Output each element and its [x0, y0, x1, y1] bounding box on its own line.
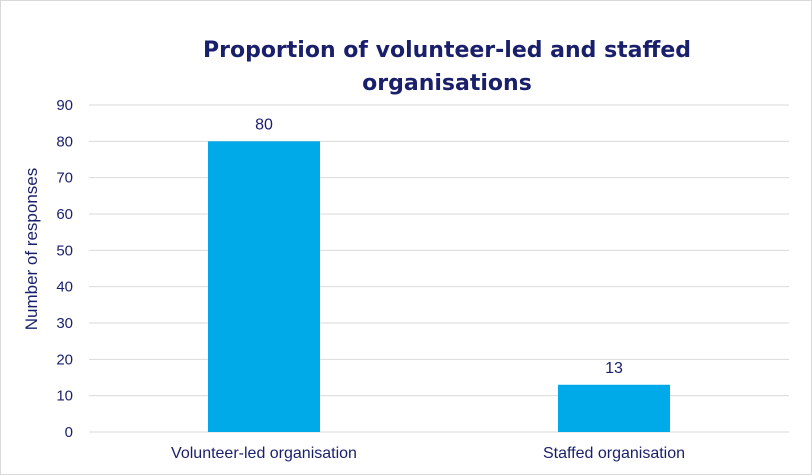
- chart-title-line-1: Proportion of volunteer-led and staffed: [203, 38, 691, 63]
- x-axis-categories: Volunteer-led organisation Staffed organi…: [171, 445, 685, 462]
- y-tick-label-90: 90: [56, 97, 73, 114]
- data-labels: 80 13: [255, 116, 623, 376]
- x-category-label-1: Staffed organisation: [543, 445, 685, 462]
- y-tick-label-80: 80: [56, 133, 73, 150]
- data-label-1: 13: [605, 360, 623, 377]
- data-label-0: 80: [255, 116, 273, 133]
- y-tick-label-0: 0: [65, 424, 73, 441]
- y-axis-ticks: 0 10 20 30 40 50 60 70 80 90: [56, 97, 73, 441]
- y-tick-label-10: 10: [56, 388, 73, 405]
- x-category-label-0: Volunteer-led organisation: [171, 445, 357, 462]
- bar-0: [208, 141, 320, 433]
- bar-1: [558, 384, 670, 432]
- y-tick-label-20: 20: [56, 351, 73, 368]
- chart-title-line-2: organisations: [362, 71, 532, 96]
- y-tick-label-30: 30: [56, 315, 73, 332]
- gridlines: [89, 104, 789, 433]
- y-tick-label-40: 40: [56, 279, 73, 296]
- y-tick-label-70: 70: [56, 170, 73, 187]
- y-axis-label: Number of responses: [22, 168, 41, 331]
- bars: [208, 141, 670, 433]
- y-tick-label-60: 60: [56, 206, 73, 223]
- y-tick-label-50: 50: [56, 242, 73, 259]
